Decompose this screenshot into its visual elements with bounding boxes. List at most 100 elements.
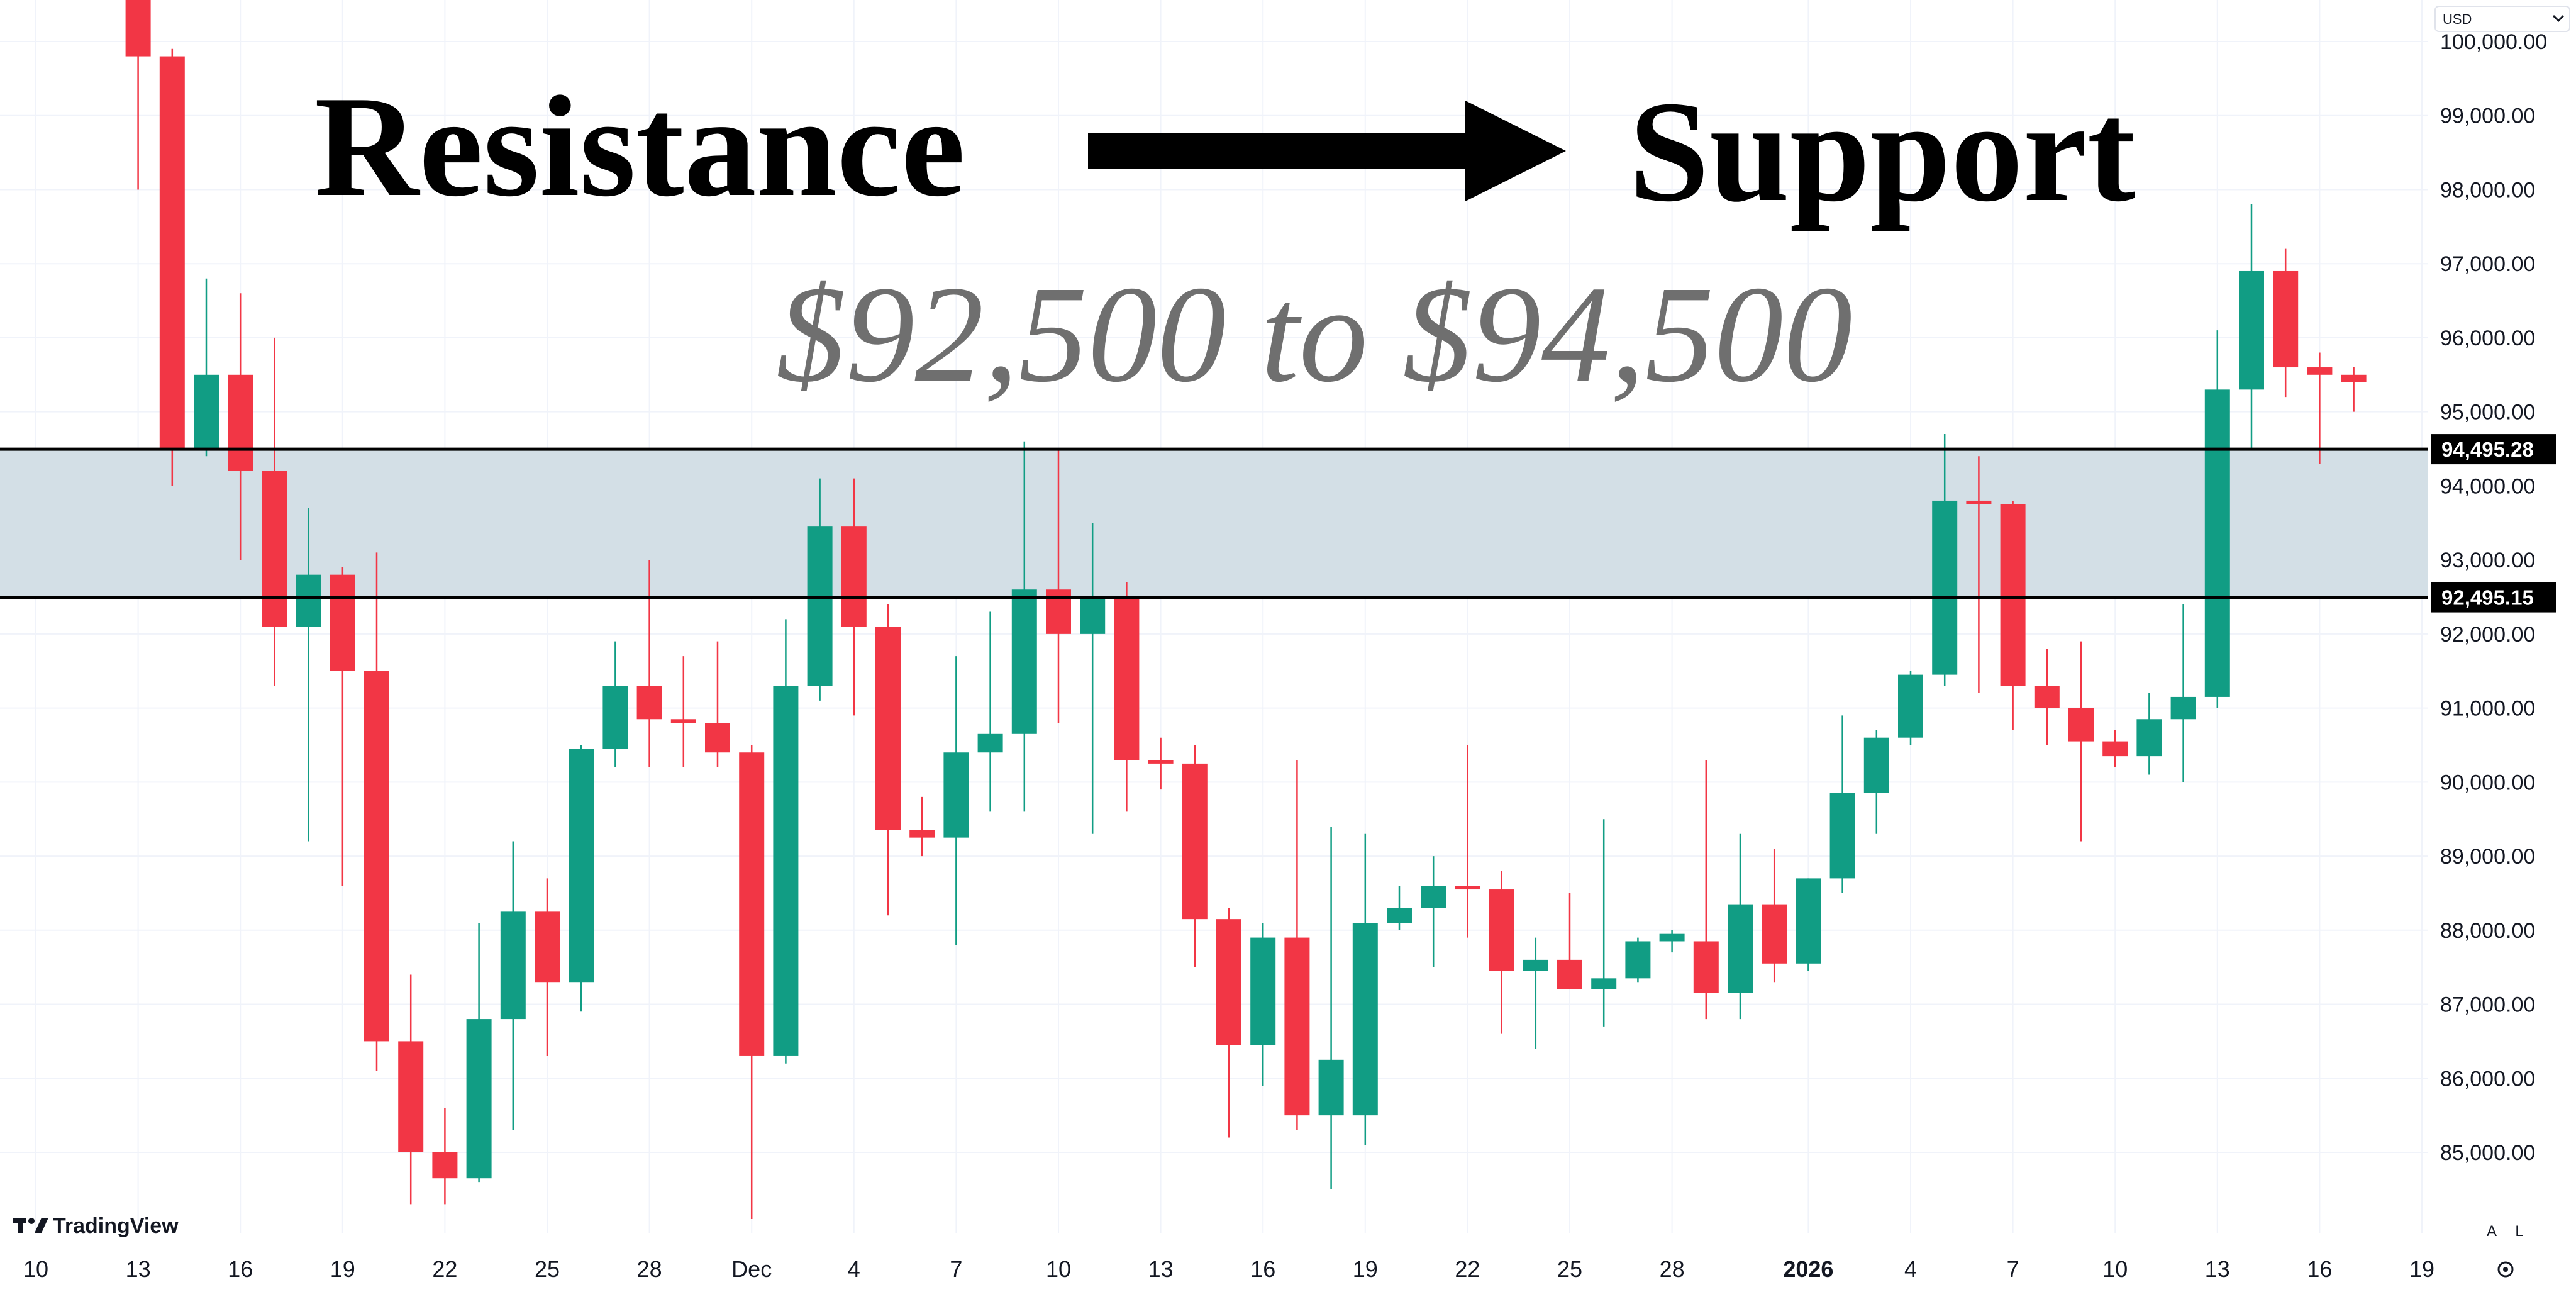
candle [466, 923, 492, 1183]
price-tag-label: 94,495.28 [2441, 438, 2534, 461]
candle-body [535, 911, 560, 983]
price-tick-label: 97,000.00 [2440, 252, 2535, 276]
candle-body [2307, 367, 2333, 375]
tradingview-wordmark: TradingView [53, 1214, 179, 1238]
time-tick-label: Dec [731, 1256, 772, 1282]
candle [1693, 760, 1719, 1020]
candle [1114, 582, 1140, 812]
candle [2273, 248, 2299, 398]
candle [602, 641, 628, 767]
chevron-down-icon [2552, 14, 2565, 23]
price-tick-label: 98,000.00 [2440, 178, 2535, 202]
candlesticks [125, 0, 2367, 1219]
candle [535, 878, 560, 1056]
candle-body [1829, 793, 1855, 879]
candle [364, 552, 389, 1071]
candle [2307, 352, 2333, 464]
tradingview-mark-icon [13, 1218, 48, 1233]
zone-range-subtitle: $92,500 to $94,500 [776, 257, 1852, 411]
candle-body [636, 686, 662, 720]
candle-body [1250, 937, 1276, 1045]
log-scale-button[interactable]: L [2508, 1217, 2531, 1242]
candle-body [1421, 886, 1446, 908]
time-tick-label: 10 [23, 1256, 48, 1282]
price-axis[interactable]: 85,000.00 86,000.00 87,000.00 88,000.00 89,0… [2440, 30, 2547, 1165]
candle [909, 796, 935, 857]
time-tick-label: 4 [848, 1256, 860, 1282]
price-tick-label: 89,000.00 [2440, 845, 2535, 869]
time-tick-label: 10 [2102, 1256, 2128, 1282]
time-tick-label: 13 [2205, 1256, 2230, 1282]
candle-body [909, 830, 935, 838]
currency-label: USD [2443, 11, 2472, 27]
candle-body [875, 627, 901, 830]
arrow-right-icon [1088, 101, 1566, 201]
candle-body [1011, 589, 1037, 734]
candle-body [1693, 941, 1719, 993]
candle-body [1352, 923, 1378, 1116]
headline-resistance: Resistance [314, 66, 965, 226]
candle-body [1659, 933, 1685, 942]
candle [2239, 204, 2264, 449]
price-tick-label: 95,000.00 [2440, 401, 2535, 425]
time-tick-label: 2026 [1783, 1256, 1833, 1282]
candle-body [807, 526, 833, 686]
candle-body [500, 911, 526, 1020]
candle-body [1148, 760, 1174, 764]
candle [1762, 849, 1787, 983]
candle-body [364, 671, 389, 1042]
candle [773, 619, 799, 1064]
time-tick-label: 16 [228, 1256, 253, 1282]
candle-body [1557, 959, 1582, 989]
candle [159, 48, 185, 486]
candle [1250, 923, 1276, 1086]
candle-body [228, 374, 253, 471]
candle-body [977, 733, 1003, 753]
candle-body [602, 686, 628, 749]
price-tick-label: 88,000.00 [2440, 919, 2535, 943]
candle-body [943, 752, 969, 838]
time-tick-label: 19 [1353, 1256, 1378, 1282]
time-axis[interactable]: 10 13 16 19 22 25 28 Dec 4 7 10 13 16 19 22 25 28 2026 4 7 1… [23, 1256, 2434, 1282]
candle-body [1898, 674, 1923, 738]
candle [875, 604, 901, 916]
candle [1216, 908, 1241, 1138]
time-tick-label: 28 [1660, 1256, 1685, 1282]
currency-selector[interactable]: USD [2434, 6, 2570, 32]
candle-body [1932, 500, 1958, 675]
candle [2068, 641, 2094, 842]
candle [125, 0, 151, 190]
time-tick-label: 13 [126, 1256, 151, 1282]
auto-scale-button[interactable]: A [2480, 1217, 2503, 1242]
time-tick-label: 25 [535, 1256, 560, 1282]
auto-scale-label: A [2487, 1223, 2497, 1240]
price-tags: 94,495.28 92,495.15 [2431, 434, 2556, 613]
price-tick-label: 100,000.00 [2440, 30, 2547, 54]
candle-body [2170, 696, 2196, 720]
price-tag-background [2431, 434, 2556, 465]
candle-body [1625, 941, 1651, 979]
candle [1489, 871, 1514, 1034]
candle [807, 478, 833, 701]
headline-support: Support [1629, 71, 2135, 231]
time-tick-label: 7 [950, 1256, 962, 1282]
candle [432, 1108, 458, 1205]
candle [1728, 833, 1753, 1020]
price-tick-label: 91,000.00 [2440, 697, 2535, 721]
chart-settings-icon[interactable] [2497, 1261, 2514, 1278]
zone-boundaries [0, 447, 2428, 599]
candle [2136, 693, 2162, 775]
candle-body [1966, 500, 1992, 504]
price-tick-label: 92,000.00 [2440, 623, 2535, 647]
time-tick-label: 19 [330, 1256, 355, 1282]
candle [1659, 930, 1685, 953]
candle [262, 337, 287, 686]
candle-body [125, 0, 151, 57]
candle-body [262, 471, 287, 627]
tradingview-logo: TradingView [13, 1214, 179, 1238]
log-scale-label: L [2515, 1223, 2523, 1240]
candle-body [432, 1152, 458, 1179]
candle [1966, 456, 1992, 694]
candle-body [2273, 270, 2299, 368]
